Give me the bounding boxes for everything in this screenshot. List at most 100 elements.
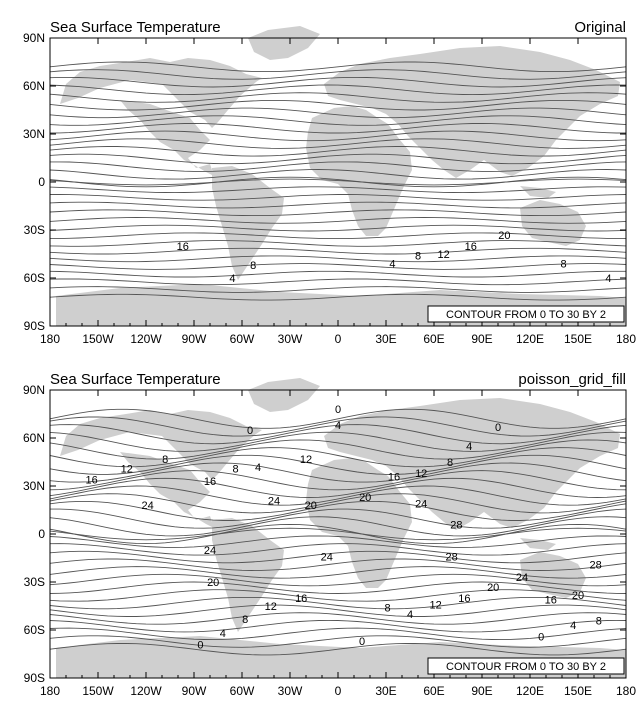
contour-label: 24: [204, 545, 216, 557]
y-tick-label: 60S: [24, 271, 45, 285]
x-tick-label: 150W: [82, 332, 114, 346]
contour-line-28: [50, 186, 626, 194]
y-tick-label: 60S: [24, 623, 45, 637]
contour-line-18: [50, 477, 626, 498]
contour-line-18: [50, 224, 626, 232]
y-tick-label: 30N: [23, 127, 45, 141]
contour-line-10: [50, 447, 626, 468]
contour-line-10: [50, 255, 626, 263]
contour-line-4: [50, 76, 626, 88]
contour-line-20: [50, 566, 626, 579]
panel-title-right: poisson_grid_fill: [518, 371, 626, 388]
contour-line-2: [50, 69, 626, 80]
contour-label: 20: [487, 582, 499, 594]
x-tick-label: 120W: [130, 332, 162, 346]
y-tick-label: 90S: [24, 671, 45, 685]
contour-line-24: [50, 500, 626, 521]
contour-label: 8: [233, 463, 239, 475]
y-tick-label: 60N: [23, 79, 45, 93]
contour-line-24: [50, 550, 626, 564]
contour-line-30: [50, 178, 626, 186]
panel-title-left: Sea Surface Temperature: [50, 371, 221, 388]
contour-label: 0: [247, 425, 253, 437]
contour-label: 12: [437, 249, 449, 261]
contour-line-20: [50, 217, 626, 224]
x-tick-label: 180: [616, 332, 636, 346]
y-tick-label: 30S: [24, 223, 45, 237]
contour-line-30: [50, 523, 626, 545]
contour-line-2: [50, 286, 626, 293]
x-tick-label: 180: [40, 684, 60, 698]
contour-label: 12: [265, 601, 277, 613]
contour-line-8: [50, 263, 626, 270]
contour-label: 24: [516, 572, 528, 584]
x-tick-label: 120E: [516, 332, 544, 346]
contour-label: 16: [458, 593, 470, 605]
contour-label: 0: [538, 631, 544, 643]
contour-label: 8: [242, 614, 248, 626]
contour-line-28: [50, 169, 626, 180]
y-tick-label: 90N: [23, 383, 45, 397]
contour-line-4: [50, 278, 626, 286]
contour-info-label: CONTOUR FROM 0 TO 30 BY 2: [446, 661, 606, 673]
contour-line-26: [50, 161, 626, 172]
contour-label: 20: [572, 590, 584, 602]
contour-line-14: [50, 589, 626, 602]
y-tick-label: 90S: [24, 319, 45, 333]
contour-line-4: [50, 424, 626, 445]
contour-label: 28: [445, 551, 457, 563]
x-tick-label: 90W: [182, 332, 207, 346]
contour-label: 24: [321, 551, 333, 563]
contour-label: 12: [121, 463, 133, 475]
contour-label: 24: [268, 495, 280, 507]
contour-label: 4: [220, 628, 226, 640]
y-tick-label: 0: [38, 175, 45, 189]
contour-line-20: [50, 138, 626, 149]
contour-line-8: [50, 439, 626, 460]
contour-label: 20: [207, 577, 219, 589]
contour-line-24: [50, 201, 626, 209]
contour-info-box: [427, 657, 625, 675]
contour-line-16: [50, 122, 626, 134]
contour-label: 0: [359, 636, 365, 648]
x-tick-label: 60W: [230, 684, 255, 698]
contour-label: 4: [407, 609, 413, 621]
contour-label: 8: [561, 259, 567, 271]
x-tick-label: 150E: [564, 684, 592, 698]
contour-label: 16: [85, 475, 97, 487]
contour-label: 24: [141, 500, 153, 512]
contour-line-26: [50, 194, 626, 201]
contour-label: 16: [295, 593, 307, 605]
contour-line-8: [50, 612, 626, 625]
contour-label: 16: [388, 471, 400, 483]
contour-line-22: [50, 209, 626, 217]
contour-line-12: [50, 247, 626, 255]
x-tick-label: 180: [40, 332, 60, 346]
contour-line-30: [50, 527, 626, 541]
contour-line-0: [50, 643, 626, 656]
contour-label: 28: [589, 559, 601, 571]
contour-label: 0: [197, 639, 203, 651]
x-tick-label: 180: [616, 684, 636, 698]
contour-line-0: [50, 293, 626, 301]
contour-label: 4: [335, 420, 341, 432]
contour-label: 4: [389, 259, 395, 271]
y-tick-label: 90N: [23, 31, 45, 45]
y-tick-label: 60N: [23, 431, 45, 445]
contour-line-16: [50, 581, 626, 594]
contour-label: 8: [385, 603, 391, 615]
contour-line-16: [50, 232, 626, 240]
contour-lines: [50, 61, 626, 301]
contour-line-10: [50, 604, 626, 617]
contour-line-22: [50, 146, 626, 157]
x-tick-label: 90W: [182, 684, 207, 698]
x-tick-label: 150E: [564, 332, 592, 346]
panel-title-right: Original: [574, 19, 626, 36]
x-tick-label: 30W: [278, 332, 303, 346]
contour-info-box: [427, 305, 625, 323]
contour-line-10: [50, 99, 626, 111]
x-tick-label: 90E: [471, 332, 492, 346]
contour-label: 16: [545, 595, 557, 607]
contour-label: 4: [229, 273, 235, 285]
